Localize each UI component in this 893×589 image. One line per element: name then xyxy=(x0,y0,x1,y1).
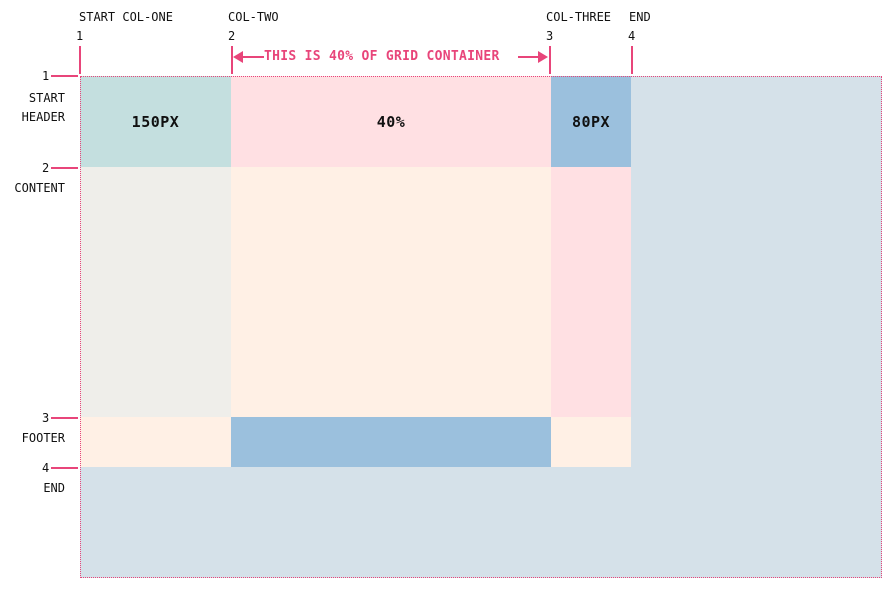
row-name-end: END xyxy=(43,481,65,495)
header-cell-col-one-label: 150PX xyxy=(131,112,180,131)
header-cell-col-one: 150PX xyxy=(80,76,231,167)
content-cell-col-two xyxy=(231,167,551,417)
footer-cell-col-two xyxy=(231,417,551,467)
row-line-number-1: 1 xyxy=(42,69,50,83)
footer-cell-col-one xyxy=(80,417,231,467)
column-name-end: END xyxy=(629,10,651,24)
width-measure-label: THIS IS 40% OF GRID CONTAINER xyxy=(264,49,500,64)
row-line-1-tick xyxy=(51,75,78,77)
row-line-4-tick xyxy=(51,467,78,469)
row-line-3-tick xyxy=(51,417,78,419)
column-line-number-2: 2 xyxy=(228,29,236,43)
column-line-number-3: 3 xyxy=(546,29,554,43)
content-cell-col-one xyxy=(80,167,231,417)
column-line-3-tick xyxy=(549,46,551,74)
column-name-col-two: COL-TWO xyxy=(228,10,279,24)
column-name-col-three: COL-THREE xyxy=(546,10,612,24)
column-line-1-tick xyxy=(79,46,81,74)
column-line-2-tick xyxy=(231,46,233,74)
row-name-start-header: START HEADER xyxy=(21,91,65,124)
column-line-4-tick xyxy=(631,46,633,74)
row-line-2-tick xyxy=(51,167,78,169)
row-line-number-2: 2 xyxy=(42,161,50,175)
measure-right-arrowhead-icon xyxy=(538,51,548,63)
row-line-number-4: 4 xyxy=(42,461,50,475)
footer-cell-col-three xyxy=(551,417,631,467)
header-cell-col-three: 80PX xyxy=(551,76,631,167)
column-name-start-col-one: START COL-ONE xyxy=(79,10,173,24)
header-cell-col-two: 40% xyxy=(231,76,551,167)
row-name-footer: FOOTER xyxy=(21,431,65,445)
content-cell-col-three xyxy=(551,167,631,417)
column-line-number-1: 1 xyxy=(76,29,84,43)
measure-left-arrowhead-icon xyxy=(233,51,243,63)
width-measure-arrow: THIS IS 40% OF GRID CONTAINER xyxy=(232,48,550,66)
header-cell-col-two-label: 40% xyxy=(376,112,406,131)
header-cell-col-three-label: 80PX xyxy=(571,112,611,131)
row-line-number-3: 3 xyxy=(42,411,50,425)
row-name-content: CONTENT xyxy=(14,181,65,195)
column-line-number-4: 4 xyxy=(628,29,636,43)
